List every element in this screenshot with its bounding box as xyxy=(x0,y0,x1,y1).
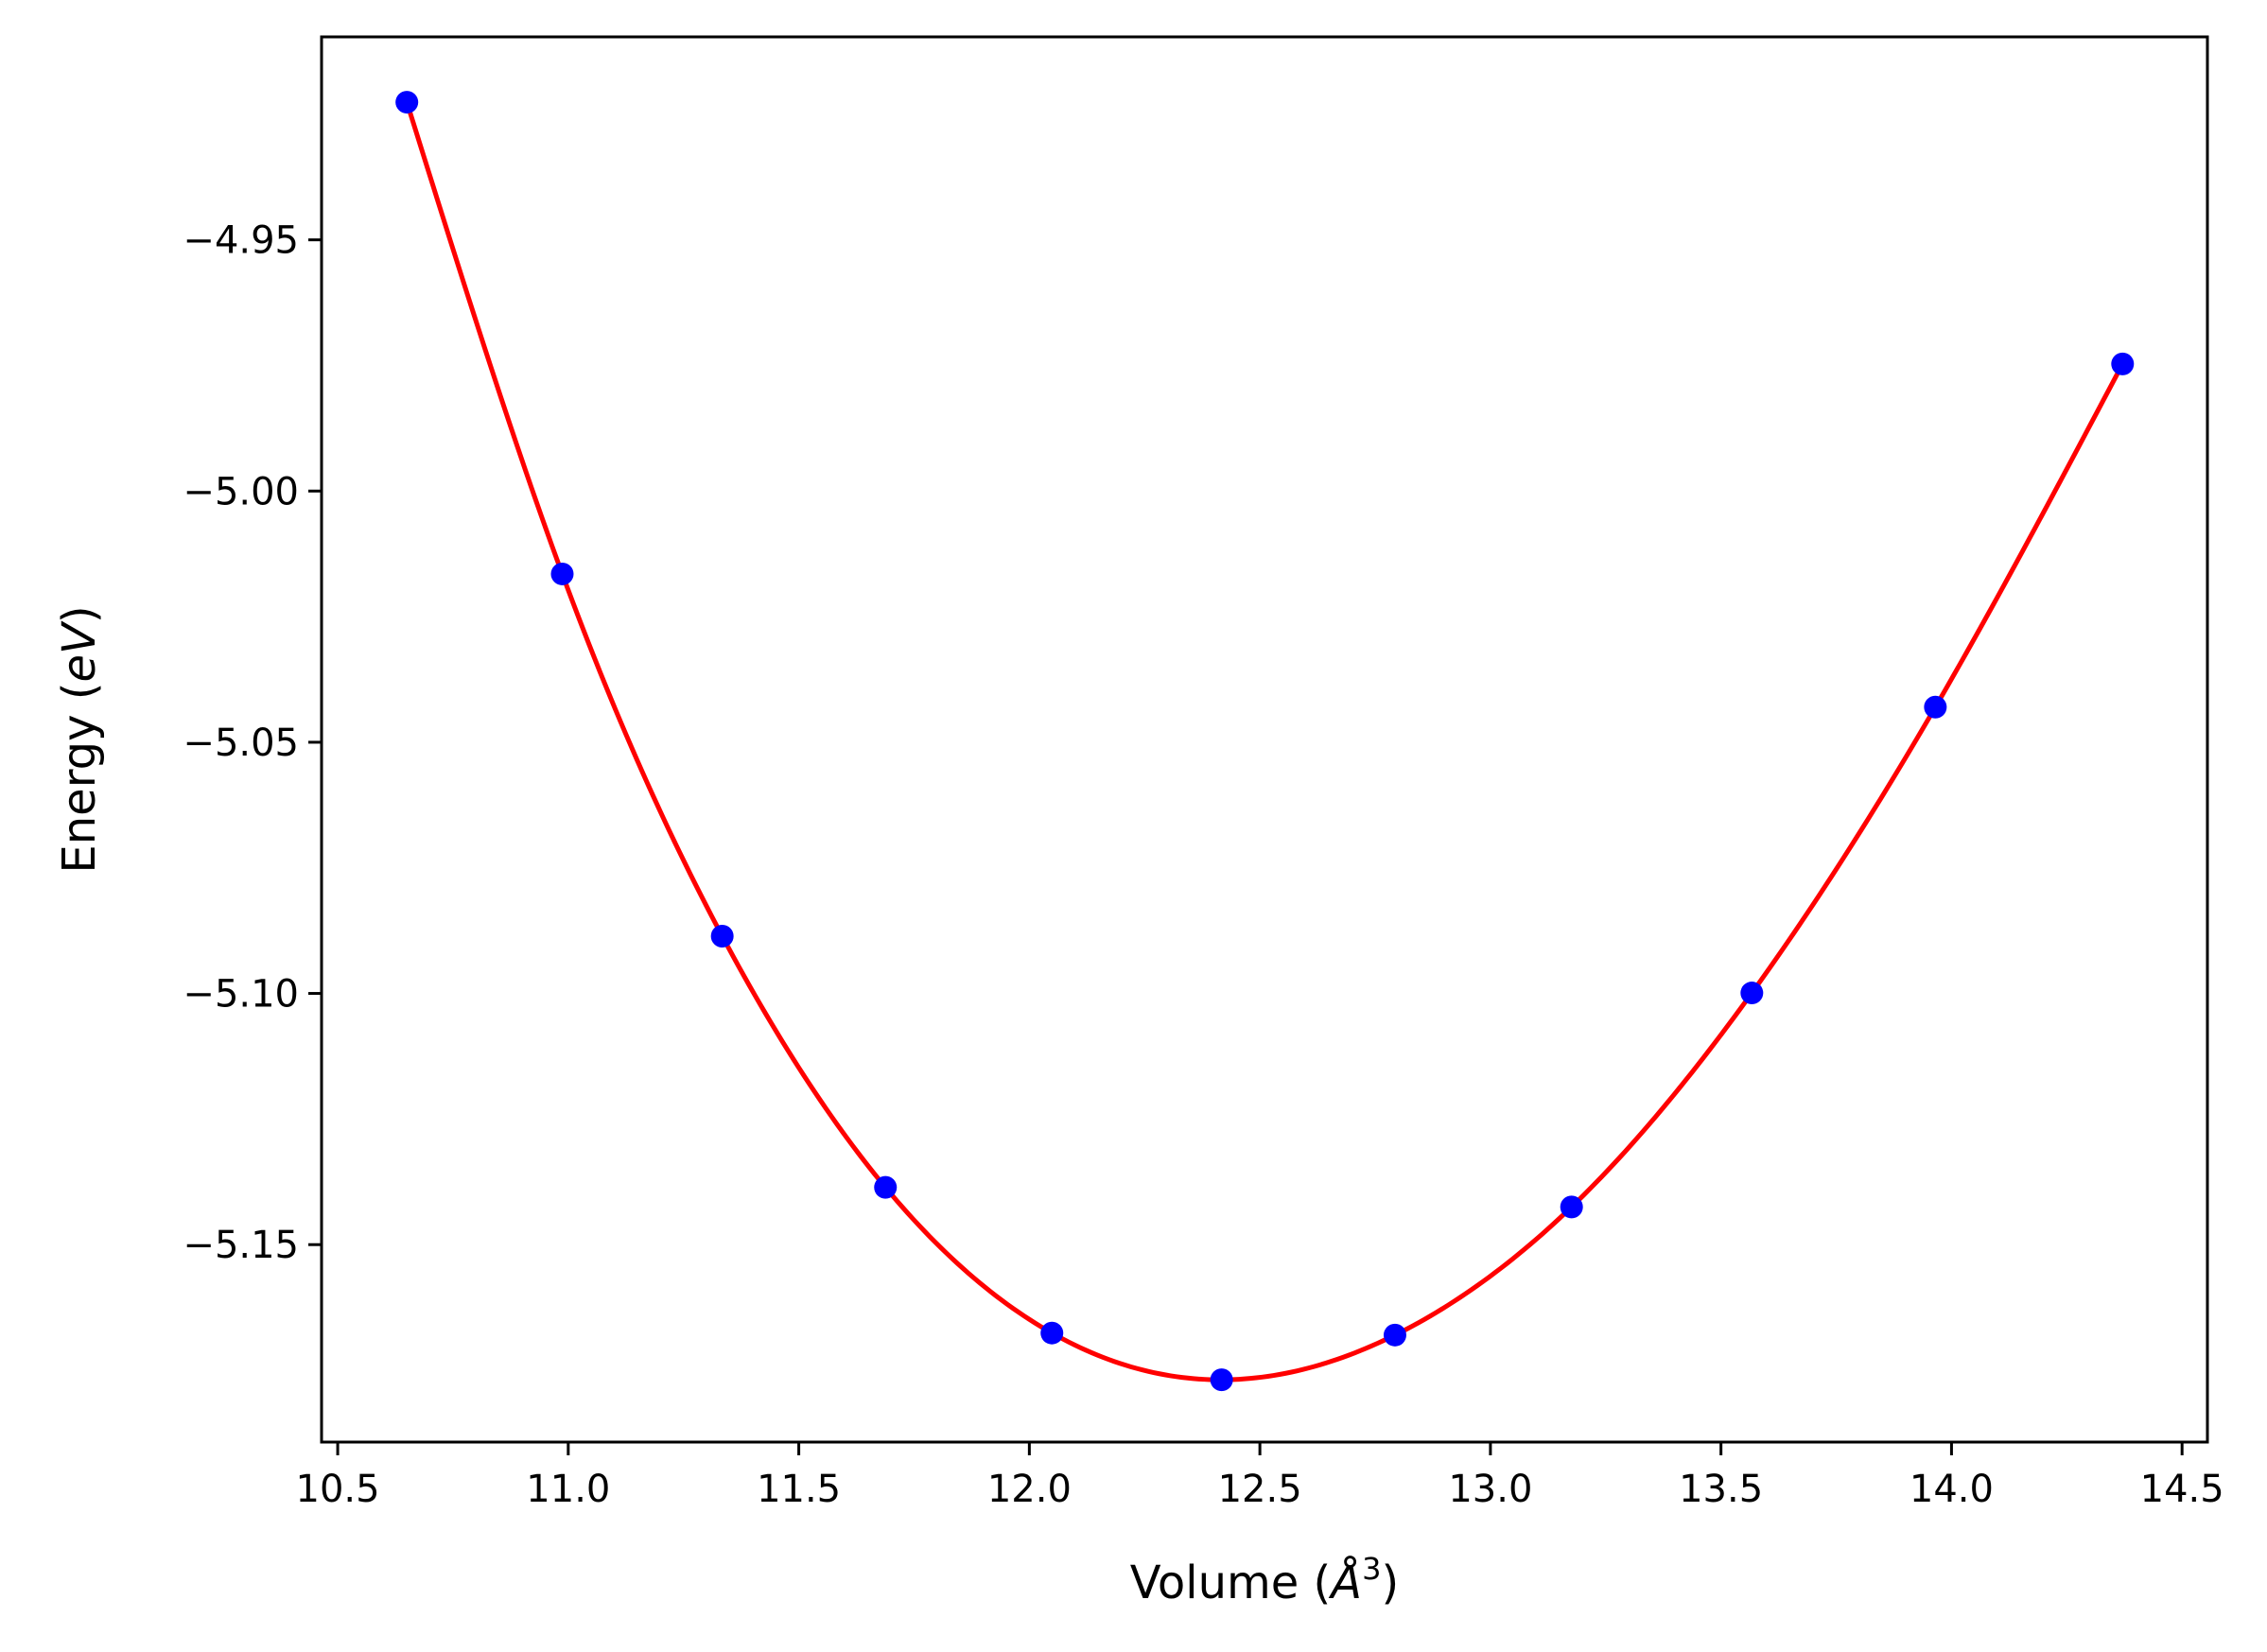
data-point xyxy=(1040,1321,1064,1345)
data-point xyxy=(874,1175,898,1199)
x-axis-ticks: 10.5 11.0 11.5 12.0 12.5 13.0 13.5 14.0 14.5 xyxy=(296,1442,2224,1511)
x-axis-label-superscript: 3 xyxy=(1362,1551,1381,1587)
x-tick-label: 13.5 xyxy=(1679,1468,1763,1511)
x-tick-label: 11.5 xyxy=(757,1468,841,1511)
data-point xyxy=(1383,1323,1406,1347)
x-tick-label: 12.5 xyxy=(1218,1468,1302,1511)
x-tick-label: 14.5 xyxy=(2140,1468,2224,1511)
y-axis-label: Energy (eV) xyxy=(53,605,106,873)
x-axis-label-suffix: ) xyxy=(1381,1556,1399,1609)
data-point xyxy=(710,924,734,948)
y-tick-label: −5.10 xyxy=(183,973,299,1017)
data-point xyxy=(1560,1195,1583,1219)
y-tick-label: −5.15 xyxy=(183,1224,299,1267)
x-tick-label: 12.0 xyxy=(987,1468,1072,1511)
x-axis-label: Volume (Å3) xyxy=(1130,1551,1399,1609)
y-axis-ticks: −4.95 −5.00 −5.05 −5.10 −5.15 xyxy=(183,219,322,1267)
data-point xyxy=(1210,1368,1233,1392)
x-tick-label: 11.0 xyxy=(526,1468,610,1511)
data-point xyxy=(550,562,574,585)
x-tick-label: 14.0 xyxy=(1910,1468,1994,1511)
x-axis-label-symbol: Å xyxy=(1328,1556,1362,1609)
y-tick-label: −4.95 xyxy=(183,219,299,263)
data-point xyxy=(1924,695,1947,719)
x-axis-label-prefix: Volume ( xyxy=(1130,1556,1332,1609)
y-axis-label-suffix: ) xyxy=(53,605,106,623)
y-tick-label: −5.05 xyxy=(183,722,299,765)
x-tick-label: 13.0 xyxy=(1448,1468,1532,1511)
y-axis-label-prefix: Energy ( xyxy=(53,683,106,874)
data-point xyxy=(2111,352,2135,375)
y-axis-label-symbol: eV xyxy=(53,620,106,683)
data-point xyxy=(395,91,419,114)
data-point xyxy=(1740,982,1764,1005)
plot-frame xyxy=(320,35,2209,1444)
x-tick-label: 10.5 xyxy=(296,1468,380,1511)
y-tick-label: −5.00 xyxy=(183,470,299,513)
data-points xyxy=(395,91,2135,1392)
